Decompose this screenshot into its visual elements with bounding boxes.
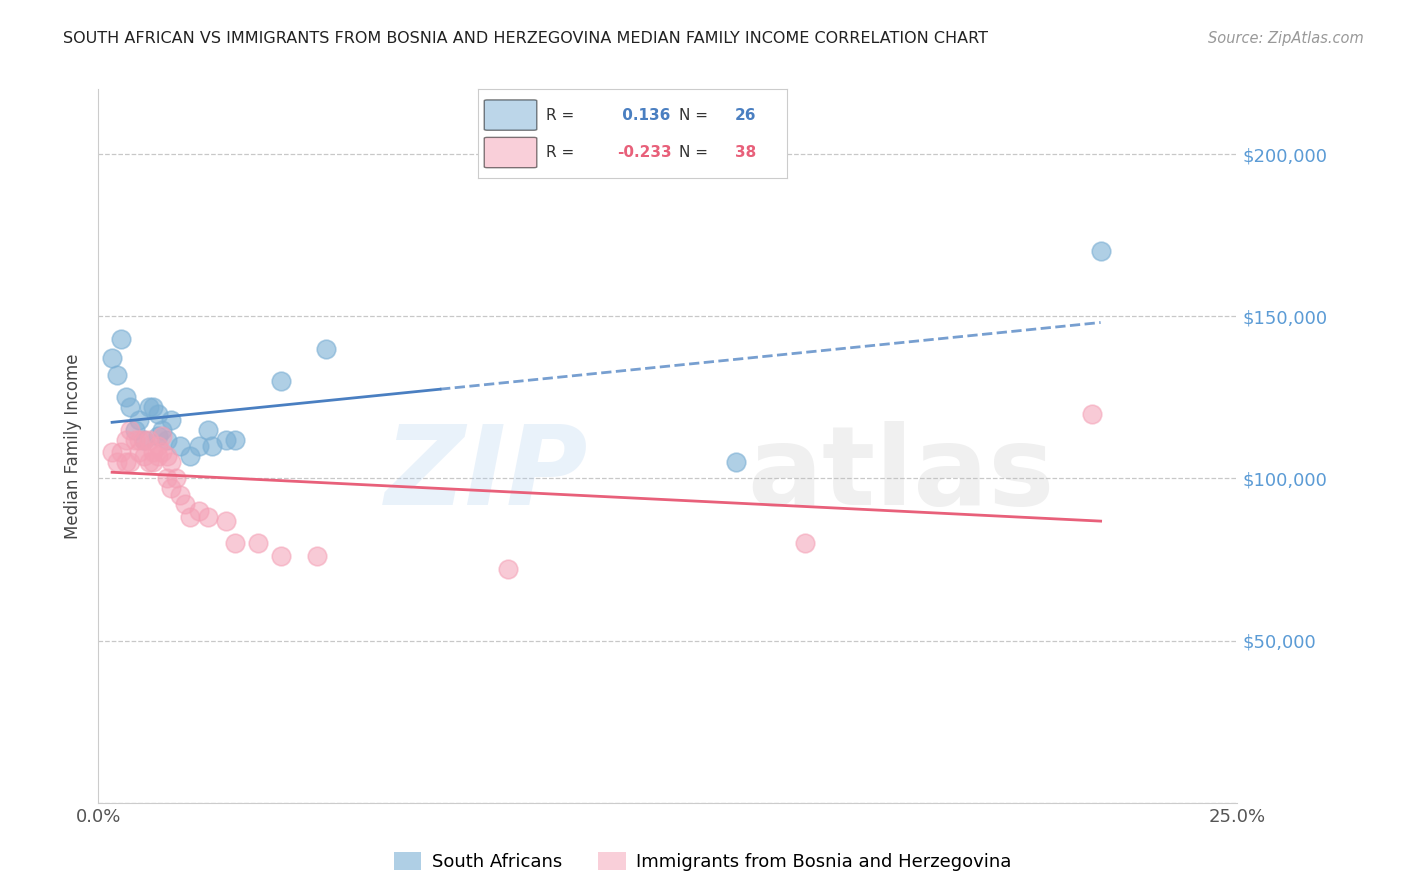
Text: N =: N = — [679, 108, 713, 122]
Point — [307, 549, 329, 564]
Point — [128, 433, 150, 447]
Point — [114, 390, 136, 404]
Point — [124, 423, 146, 437]
Point — [160, 481, 183, 495]
Point — [270, 374, 292, 388]
Point — [105, 368, 128, 382]
Text: R =: R = — [546, 108, 579, 122]
Point — [124, 433, 146, 447]
Point — [156, 449, 179, 463]
Point — [169, 439, 191, 453]
Point — [315, 342, 337, 356]
Point — [128, 445, 150, 459]
Point — [165, 471, 187, 485]
Point — [138, 400, 160, 414]
Point — [224, 433, 246, 447]
Text: Source: ZipAtlas.com: Source: ZipAtlas.com — [1208, 31, 1364, 46]
Point — [156, 433, 179, 447]
Point — [146, 407, 169, 421]
Point — [1090, 244, 1112, 259]
Point — [725, 455, 748, 469]
Text: R =: R = — [546, 145, 579, 160]
Point — [114, 433, 136, 447]
Point — [142, 455, 165, 469]
Legend: South Africans, Immigrants from Bosnia and Herzegovina: South Africans, Immigrants from Bosnia a… — [387, 846, 1019, 879]
Point — [146, 449, 169, 463]
Point — [132, 449, 155, 463]
Point — [169, 488, 191, 502]
Point — [197, 510, 219, 524]
Point — [120, 400, 142, 414]
Point — [101, 445, 124, 459]
Point — [179, 449, 201, 463]
Text: SOUTH AFRICAN VS IMMIGRANTS FROM BOSNIA AND HERZEGOVINA MEDIAN FAMILY INCOME COR: SOUTH AFRICAN VS IMMIGRANTS FROM BOSNIA … — [63, 31, 988, 46]
Point — [138, 455, 160, 469]
Point — [270, 549, 292, 564]
Text: ZIP: ZIP — [385, 421, 588, 528]
Y-axis label: Median Family Income: Median Family Income — [65, 353, 83, 539]
Point — [160, 413, 183, 427]
Point — [215, 514, 238, 528]
Point — [132, 433, 155, 447]
Point — [201, 439, 224, 453]
Point — [132, 433, 155, 447]
Point — [179, 510, 201, 524]
Point — [150, 423, 173, 437]
FancyBboxPatch shape — [484, 137, 537, 168]
Text: -0.233: -0.233 — [617, 145, 672, 160]
Point — [498, 562, 520, 576]
Text: 0.136: 0.136 — [617, 108, 671, 122]
Point — [142, 445, 165, 459]
Point — [150, 429, 173, 443]
Point — [114, 455, 136, 469]
Point — [110, 445, 132, 459]
FancyBboxPatch shape — [484, 100, 537, 130]
Text: 26: 26 — [735, 108, 756, 122]
Point — [120, 455, 142, 469]
Point — [110, 332, 132, 346]
Point — [174, 497, 197, 511]
Point — [120, 423, 142, 437]
Point — [128, 413, 150, 427]
Point — [142, 400, 165, 414]
Point — [101, 351, 124, 366]
Point — [246, 536, 269, 550]
Point — [146, 439, 169, 453]
Point — [160, 455, 183, 469]
Point — [138, 433, 160, 447]
Point — [187, 504, 209, 518]
Point — [793, 536, 815, 550]
Point — [197, 423, 219, 437]
Point — [156, 471, 179, 485]
Point — [150, 445, 173, 459]
Point — [187, 439, 209, 453]
Text: 38: 38 — [735, 145, 756, 160]
Point — [146, 429, 169, 443]
Point — [215, 433, 238, 447]
Text: N =: N = — [679, 145, 713, 160]
Text: atlas: atlas — [748, 421, 1054, 528]
Point — [105, 455, 128, 469]
Point — [1080, 407, 1102, 421]
Point — [224, 536, 246, 550]
